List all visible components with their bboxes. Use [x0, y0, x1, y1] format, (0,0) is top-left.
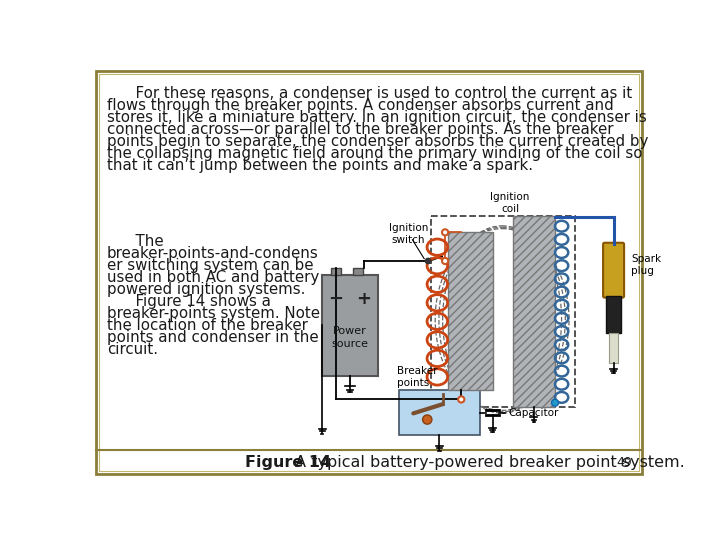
Text: +: +: [356, 291, 372, 308]
Text: The: The: [107, 234, 163, 249]
Text: circuit.: circuit.: [107, 342, 158, 356]
Text: Spark
plug: Spark plug: [631, 254, 662, 276]
Text: Ignition
switch: Ignition switch: [389, 223, 428, 245]
Bar: [606, 296, 621, 333]
Text: Figure 14 shows a: Figure 14 shows a: [107, 294, 271, 309]
Bar: [354, 268, 363, 275]
Bar: [448, 232, 493, 390]
Text: used in both AC and battery: used in both AC and battery: [107, 270, 319, 285]
Bar: [513, 215, 555, 407]
Text: flows through the breaker points. A condenser absorbs current and: flows through the breaker points. A cond…: [107, 98, 613, 113]
Text: Capacitor: Capacitor: [508, 408, 559, 417]
Circle shape: [426, 258, 431, 264]
Text: connected across—or parallel to the breaker points. As the breaker: connected across—or parallel to the brea…: [107, 122, 613, 137]
Text: breaker-points-and-condens: breaker-points-and-condens: [107, 246, 319, 261]
Text: that it can’t jump between the points and make a spark.: that it can’t jump between the points an…: [107, 158, 533, 173]
Text: −: −: [328, 291, 343, 308]
Bar: [431, 215, 575, 407]
Text: the collapsing magnetic field around the primary winding of the coil so: the collapsing magnetic field around the…: [107, 146, 642, 161]
Text: Power
source: Power source: [331, 326, 369, 349]
Circle shape: [442, 230, 449, 235]
FancyBboxPatch shape: [603, 243, 624, 298]
Bar: [609, 333, 618, 363]
Text: er switching system can be: er switching system can be: [107, 258, 313, 273]
Text: 49: 49: [617, 456, 632, 469]
Text: powered ignition systems.: powered ignition systems.: [107, 282, 305, 297]
Circle shape: [552, 399, 559, 406]
Text: Figure 14: Figure 14: [245, 455, 331, 470]
Circle shape: [458, 396, 464, 402]
Text: A typical battery-powered breaker point system.: A typical battery-powered breaker point …: [290, 455, 685, 470]
Text: Ignition
coil: Ignition coil: [490, 192, 530, 214]
Text: breaker-points system. Note: breaker-points system. Note: [107, 306, 320, 321]
Bar: [331, 268, 341, 275]
Text: points begin to separate, the condenser absorbs the current created by: points begin to separate, the condenser …: [107, 134, 649, 149]
Text: Breaker
points: Breaker points: [397, 366, 438, 388]
Text: For these reasons, a condenser is used to control the current as it: For these reasons, a condenser is used t…: [107, 86, 632, 102]
Text: points and condenser in the: points and condenser in the: [107, 330, 319, 345]
Bar: [399, 390, 480, 435]
Bar: [323, 275, 377, 376]
Text: stores it, like a miniature battery. In an ignition circuit, the condenser is: stores it, like a miniature battery. In …: [107, 110, 647, 125]
Circle shape: [442, 258, 449, 264]
Text: the location of the breaker: the location of the breaker: [107, 318, 308, 333]
Circle shape: [423, 415, 432, 424]
